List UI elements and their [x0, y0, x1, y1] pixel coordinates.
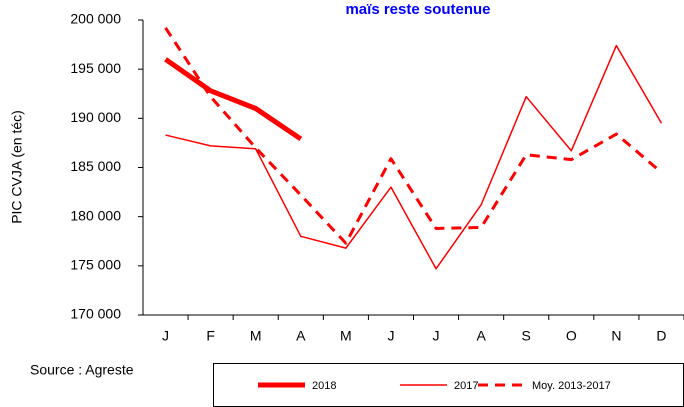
series-line	[164, 27, 663, 245]
x-tick-label: D	[656, 328, 666, 344]
chart-title: maïs reste soutenue	[345, 1, 490, 18]
x-tick-label: A	[296, 328, 306, 344]
y-tick-label: 175 000	[70, 257, 121, 273]
legend-label: 2018	[312, 380, 336, 392]
x-tick-label: N	[611, 328, 621, 344]
series-line	[165, 44, 663, 270]
x-tick-label: M	[340, 328, 352, 344]
source: Source : Agreste	[30, 362, 134, 378]
y-tick-label: 190 000	[70, 109, 121, 125]
y-tick-label: 170 000	[70, 306, 121, 322]
legend-label: Moy. 2013-2017	[532, 380, 611, 392]
x-tick-label: M	[250, 328, 262, 344]
legend-label: 2017	[454, 380, 478, 392]
x-tick-label: S	[522, 328, 531, 344]
y-axis-label: PIC CVJA (en téc)	[9, 110, 25, 224]
x-tick-label: A	[476, 328, 486, 344]
y-tick-label: 180 000	[70, 207, 121, 223]
y-tick-label: 200 000	[70, 11, 121, 27]
series-line	[164, 57, 303, 142]
x-tick-label: J	[162, 328, 169, 344]
x-tick-label: O	[566, 328, 577, 344]
y-tick-label: 195 000	[70, 60, 121, 76]
y-tick-label: 185 000	[70, 158, 121, 174]
x-tick-label: J	[433, 328, 440, 344]
x-tick-label: J	[387, 328, 394, 344]
x-tick-label: F	[206, 328, 215, 344]
